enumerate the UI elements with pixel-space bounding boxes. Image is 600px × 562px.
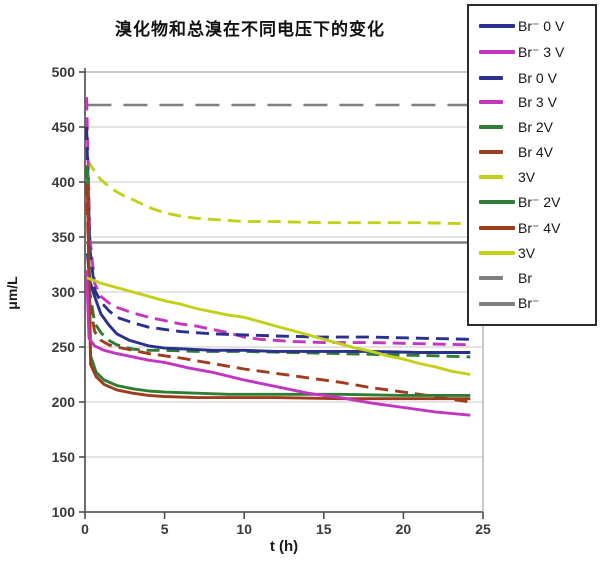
y-tick-label-250: 250	[52, 339, 76, 355]
legend-item-label: Br 0 V	[518, 69, 557, 86]
axis-ticks	[79, 71, 484, 519]
legend-item-label: Br 3 V	[518, 94, 557, 111]
chart-legend: Br⁻ 0 V Br⁻ 3 V Br 0 V Br 3 V Br 2V Br 4V 3V Br…	[467, 4, 597, 326]
y-tick-label-400: 400	[52, 174, 76, 190]
legend-swatch-solid-line	[479, 24, 515, 29]
y-axis-label: μm/L	[4, 276, 20, 310]
legend-item-label: 3V	[518, 245, 536, 262]
plot-frame	[84, 68, 484, 513]
x-axis-label: t (h)	[270, 538, 298, 555]
legend-item-label: Br⁻ 3 V	[518, 43, 565, 60]
series-line-6-3v	[86, 159, 471, 226]
legend-item-1: Br⁻ 3 V	[479, 44, 593, 61]
legend-item-6: 3V	[479, 169, 593, 185]
legend-item-label: Br	[518, 270, 532, 287]
series-line-3-br3v	[85, 97, 471, 347]
legend-item-0: Br⁻ 0 V	[479, 18, 593, 35]
y-tick-label-500: 500	[52, 64, 76, 80]
y-tick-label-450: 450	[52, 119, 76, 135]
legend-item-10: Br	[479, 270, 593, 286]
legend-swatch-solid-line	[479, 251, 515, 256]
y-tick-label-200: 200	[52, 394, 76, 410]
y-tick-label-300: 300	[52, 284, 76, 300]
chart-title: 溴化物和总溴在不同电压下的变化	[115, 20, 385, 39]
legend-item-label: Br⁻ 2V	[518, 193, 561, 210]
gridlines	[85, 126, 483, 458]
legend-swatch-solid-line	[479, 301, 515, 306]
legend-item-label: Br⁻ 4V	[518, 219, 561, 236]
legend-swatch-dashed-line	[479, 150, 503, 155]
series-line-0-br0v	[85, 253, 471, 354]
legend-item-9: 3V	[479, 245, 593, 261]
y-tick-label-150: 150	[52, 449, 76, 465]
x-tick-label-5: 5	[161, 521, 169, 537]
legend-swatch-solid-line	[479, 50, 515, 55]
series-line-8-br4v	[85, 184, 471, 401]
legend-item-label: Br 4V	[518, 144, 554, 161]
legend-item-label: Br⁻ 0 V	[518, 17, 565, 34]
series-line-7-br2v	[85, 167, 471, 397]
axis-tick-labels: 100 150 200 250 300 350 400 450 500 0 5 10 15 20 25	[52, 64, 491, 537]
y-tick-label-100: 100	[52, 504, 76, 520]
legend-item-8: Br⁻ 4V	[479, 220, 593, 237]
legend-item-2: Br 0 V	[479, 70, 593, 86]
series-lines	[85, 97, 472, 417]
x-tick-label-0: 0	[81, 521, 89, 537]
legend-item-label: 3V	[518, 168, 536, 185]
legend-item-7: Br⁻ 2V	[479, 194, 593, 211]
series-line-9-3v	[86, 276, 471, 376]
legend-item-label: Br⁻	[518, 295, 540, 312]
legend-swatch-dashed-line	[479, 174, 503, 179]
x-tick-label-10: 10	[236, 521, 252, 537]
x-tick-label-15: 15	[316, 521, 332, 537]
legend-item-4: Br 2V	[479, 119, 593, 135]
legend-swatch-dashed-line	[479, 75, 503, 80]
legend-item-label: Br 2V	[518, 119, 554, 136]
series-line-1-br3v	[85, 269, 471, 417]
y-tick-label-350: 350	[52, 229, 76, 245]
legend-swatch-dashed-line	[479, 125, 503, 130]
series-line-4-br2v	[85, 165, 471, 359]
legend-item-5: Br 4V	[479, 144, 593, 160]
series-line-5-br4v	[85, 181, 471, 404]
legend-swatch-solid-line	[479, 226, 515, 231]
legend-swatch-dashed-line	[479, 276, 503, 281]
legend-item-3: Br 3 V	[479, 94, 593, 110]
legend-swatch-solid-line	[479, 200, 515, 205]
x-tick-label-20: 20	[396, 521, 412, 537]
x-tick-label-25: 25	[475, 521, 491, 537]
legend-swatch-dashed-line	[479, 100, 503, 105]
series-line-2-br0v	[85, 126, 471, 341]
legend-item-11: Br⁻	[479, 295, 593, 312]
